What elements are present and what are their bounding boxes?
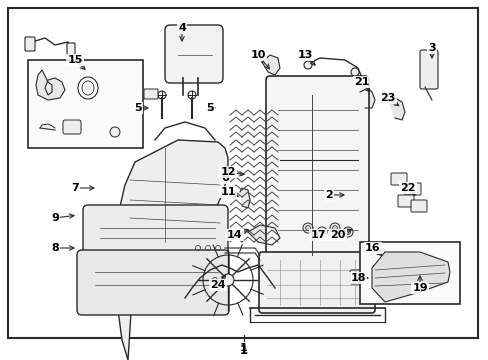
Text: 18: 18 <box>349 273 365 283</box>
Text: 11: 11 <box>220 187 235 197</box>
FancyBboxPatch shape <box>419 50 437 89</box>
Polygon shape <box>240 188 249 208</box>
Text: 7: 7 <box>71 183 79 193</box>
Text: 20: 20 <box>329 230 345 240</box>
FancyBboxPatch shape <box>77 250 228 315</box>
Text: 23: 23 <box>380 93 395 103</box>
Text: 21: 21 <box>353 77 369 87</box>
Circle shape <box>345 230 350 234</box>
Text: 8: 8 <box>51 243 59 253</box>
Polygon shape <box>262 55 280 75</box>
Text: 24: 24 <box>210 280 225 290</box>
Text: 15: 15 <box>67 55 82 65</box>
Circle shape <box>305 225 310 230</box>
Text: 9: 9 <box>51 213 59 223</box>
Text: 12: 12 <box>220 167 235 177</box>
Polygon shape <box>371 252 449 302</box>
Circle shape <box>417 275 422 280</box>
Circle shape <box>414 273 424 283</box>
Text: 14: 14 <box>227 230 243 240</box>
Circle shape <box>332 225 337 230</box>
FancyBboxPatch shape <box>25 37 35 51</box>
Text: 4: 4 <box>178 23 185 33</box>
Polygon shape <box>387 98 404 120</box>
Text: 16: 16 <box>365 243 380 253</box>
FancyBboxPatch shape <box>397 195 413 207</box>
Polygon shape <box>36 70 65 100</box>
FancyBboxPatch shape <box>259 252 374 313</box>
Polygon shape <box>247 225 280 245</box>
FancyBboxPatch shape <box>404 183 420 195</box>
Text: 5: 5 <box>134 103 142 113</box>
Text: 1: 1 <box>240 343 247 353</box>
FancyBboxPatch shape <box>63 120 81 134</box>
FancyBboxPatch shape <box>143 89 158 99</box>
Circle shape <box>110 127 120 137</box>
Circle shape <box>342 227 352 237</box>
Circle shape <box>304 61 311 69</box>
Text: 13: 13 <box>297 50 312 60</box>
Text: 22: 22 <box>400 183 415 193</box>
Text: 2: 2 <box>325 190 332 200</box>
Text: 19: 19 <box>411 283 427 293</box>
FancyBboxPatch shape <box>83 205 227 265</box>
Text: 1: 1 <box>240 343 247 356</box>
Text: 6: 6 <box>221 173 228 183</box>
Text: 17: 17 <box>309 230 325 240</box>
Circle shape <box>319 230 324 234</box>
FancyBboxPatch shape <box>390 173 406 185</box>
Circle shape <box>316 227 326 237</box>
FancyBboxPatch shape <box>410 200 426 212</box>
Text: 5: 5 <box>206 103 213 113</box>
Text: 3: 3 <box>427 43 435 53</box>
Polygon shape <box>359 88 374 108</box>
FancyBboxPatch shape <box>265 76 368 269</box>
Bar <box>28 60 142 148</box>
Text: 10: 10 <box>250 50 265 60</box>
FancyBboxPatch shape <box>349 270 375 284</box>
Circle shape <box>222 274 234 286</box>
Polygon shape <box>115 140 227 360</box>
FancyBboxPatch shape <box>67 43 75 55</box>
FancyBboxPatch shape <box>164 25 223 83</box>
Circle shape <box>329 223 339 233</box>
Circle shape <box>350 68 358 76</box>
Bar <box>359 242 459 304</box>
Circle shape <box>303 223 312 233</box>
